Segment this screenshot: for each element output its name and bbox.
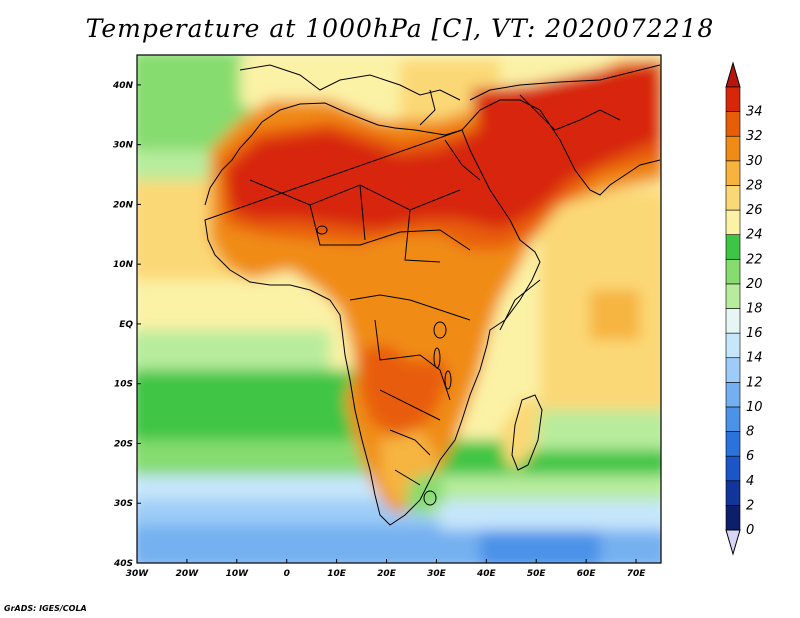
colorbar-label: 24 bbox=[746, 228, 763, 243]
colorbar-segment bbox=[725, 111, 741, 137]
lon-tick-label: 10E bbox=[327, 569, 347, 579]
colorbar-segment bbox=[725, 357, 741, 383]
colorbar-segment bbox=[725, 308, 741, 334]
colorbar-segment bbox=[725, 455, 741, 482]
colorbar-label: 26 bbox=[746, 203, 763, 218]
colorbar-segment bbox=[725, 431, 741, 457]
colorbar-label: 2 bbox=[746, 498, 754, 513]
lon-tick-label: 70E bbox=[627, 569, 647, 579]
colorbar-label: 20 bbox=[746, 277, 763, 292]
lon-tick-label: 30E bbox=[427, 569, 447, 579]
colorbar-segment bbox=[725, 258, 741, 285]
map-frame bbox=[136, 54, 662, 564]
coastlines bbox=[204, 64, 661, 526]
colorbar-label: 6 bbox=[746, 449, 754, 464]
lon-tick-label: 40E bbox=[476, 569, 497, 579]
colorbar-label: 10 bbox=[746, 400, 763, 415]
lon-tick-label: 20W bbox=[176, 569, 200, 579]
colorbar-label: 30 bbox=[746, 154, 763, 169]
colorbar-label: 8 bbox=[746, 425, 754, 440]
longitude-axis: 30W 20W 10W 0 10E 20E 30E 40E 50E 60E 70E bbox=[126, 559, 646, 579]
lon-tick-label: 60E bbox=[577, 569, 597, 579]
colorbar-label: 22 bbox=[746, 252, 763, 267]
colorbar-segment bbox=[725, 406, 741, 432]
colorbar-segment bbox=[725, 209, 741, 235]
colorbar-label: 0 bbox=[746, 523, 754, 538]
lon-tick-label: 20E bbox=[377, 569, 397, 579]
colorbar-label: 16 bbox=[746, 326, 763, 341]
colorbar-segment bbox=[725, 505, 741, 531]
temperature-field bbox=[137, 55, 661, 563]
lat-tick-label: 30S bbox=[114, 499, 133, 509]
colorbar-over-arrow bbox=[725, 61, 741, 88]
colorbar-segment bbox=[725, 86, 741, 112]
colorbar-label: 34 bbox=[746, 105, 763, 120]
colorbar-label: 12 bbox=[746, 375, 763, 390]
lakes bbox=[316, 225, 452, 506]
lon-tick-label: 10W bbox=[226, 569, 250, 579]
colorbar-segment bbox=[725, 185, 741, 211]
lat-tick-label: 20N bbox=[113, 200, 134, 210]
latitude-axis: 40N 30N 20N 10N EQ 10S 20S 30S 40S bbox=[112, 81, 141, 569]
colorbar-segment bbox=[725, 382, 741, 408]
lat-tick-label: 40N bbox=[112, 81, 134, 91]
colorbar-segment bbox=[725, 480, 741, 506]
colorbar-segment bbox=[725, 283, 741, 309]
colorbar-label: 28 bbox=[746, 178, 763, 193]
lat-tick-label: 20S bbox=[114, 439, 133, 449]
lat-tick-label: 10N bbox=[113, 260, 134, 270]
colorbar-under-arrow bbox=[725, 529, 741, 556]
colorbar-segment bbox=[725, 135, 741, 162]
credit-text: GrADS: IGES/COLA bbox=[4, 604, 87, 613]
map-title: Temperature at 1000hPa [C], VT: 20200722… bbox=[85, 14, 715, 43]
lat-tick-label: 30N bbox=[113, 141, 134, 151]
colorbar-label: 32 bbox=[746, 129, 763, 144]
colorbar-label: 14 bbox=[746, 351, 763, 366]
lon-tick-label: 30W bbox=[126, 569, 150, 579]
lat-tick-label: EQ bbox=[119, 320, 133, 330]
colorbar-segment bbox=[725, 234, 741, 260]
lon-tick-label: 0 bbox=[284, 569, 290, 579]
colorbar-label: 4 bbox=[746, 474, 754, 489]
lat-tick-label: 10S bbox=[114, 380, 133, 390]
colorbar-label: 18 bbox=[746, 302, 763, 317]
colorbar-segment bbox=[725, 160, 741, 186]
lon-tick-label: 50E bbox=[527, 569, 547, 579]
colorbar-segment bbox=[725, 332, 741, 359]
lat-tick-label: 40S bbox=[113, 559, 133, 569]
